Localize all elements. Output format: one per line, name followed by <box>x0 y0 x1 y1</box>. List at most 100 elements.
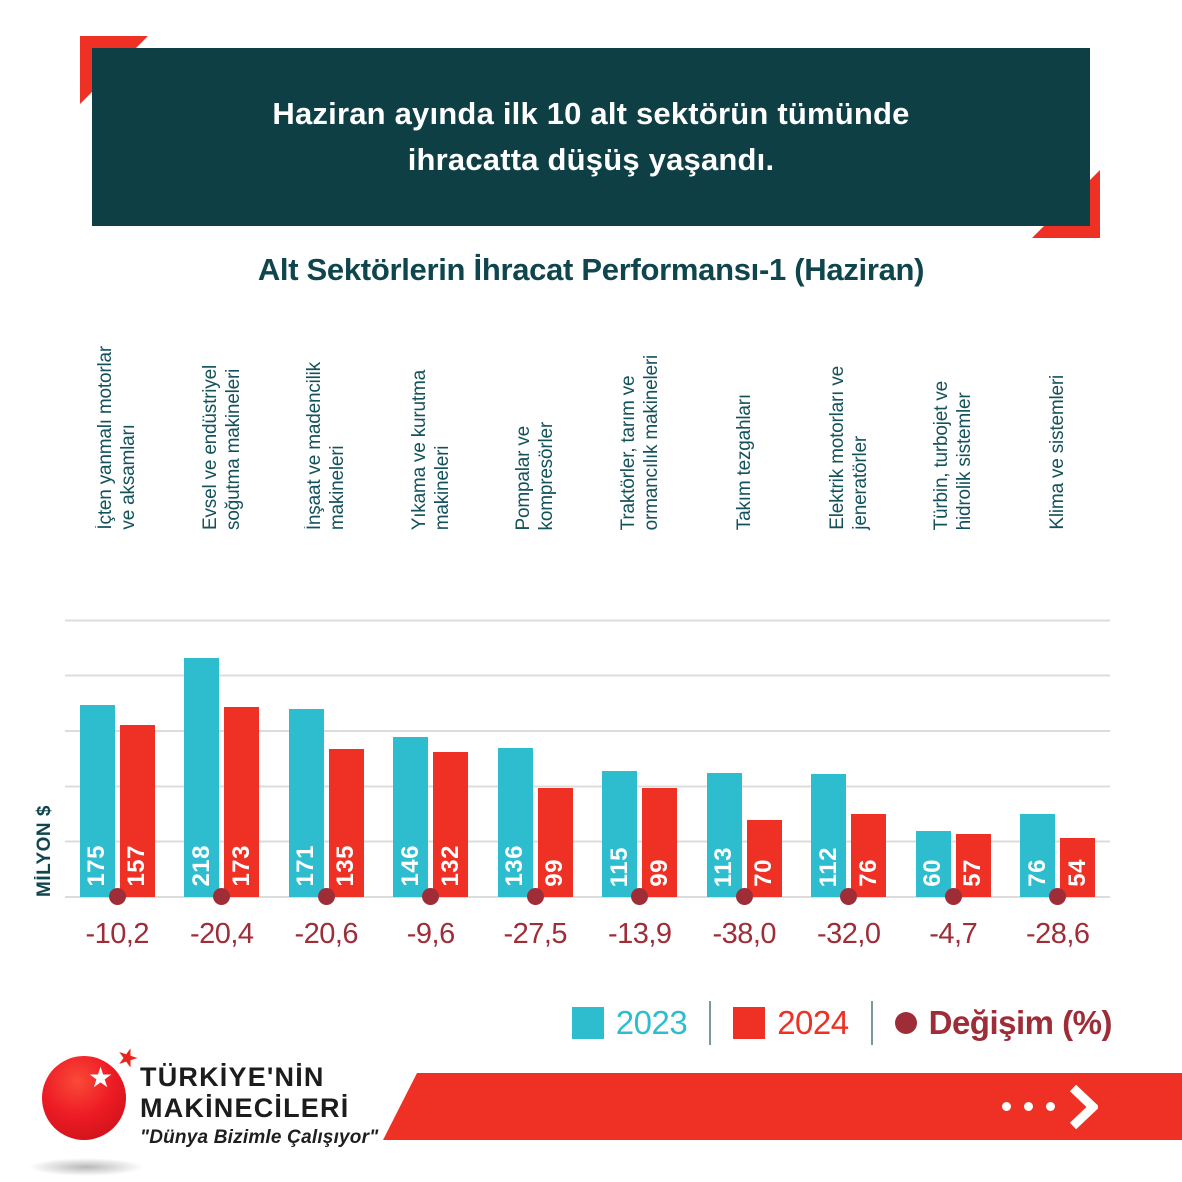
brand-tagline: "Dünya Bizimle Çalışıyor" <box>140 1127 379 1148</box>
change-label: -10,2 <box>85 918 150 950</box>
bar-value-wrap: 57 <box>956 859 991 887</box>
change-label: -38,0 <box>712 918 777 950</box>
change-label: -4,7 <box>929 918 978 950</box>
bar-value: 76 <box>1023 859 1051 887</box>
change-label: -13,9 <box>607 918 672 950</box>
change-label: -28,6 <box>1025 918 1090 950</box>
change-label: -32,0 <box>816 918 881 950</box>
arrow-dot-icon <box>1002 1102 1011 1111</box>
bar-value-wrap: 218 <box>184 845 219 887</box>
category-label: Yıkama ve kurutma makineleri <box>408 369 453 530</box>
chart-group: Takım tezgahları 113 70 -38,0 <box>692 330 797 955</box>
bar-value-wrap: 115 <box>602 847 637 887</box>
bar-value-wrap: 99 <box>538 859 573 887</box>
change-dot-icon <box>422 888 440 905</box>
headline-banner: Haziran ayında ilk 10 alt sektörün tümün… <box>92 48 1090 226</box>
red-star-icon: ★ <box>112 1041 143 1075</box>
change-dot-icon <box>108 888 126 905</box>
arrow-dot-icon <box>1046 1102 1055 1111</box>
bar-2024: 70 <box>746 820 782 897</box>
brand-name-line1: TÜRKİYE'NİN <box>140 1062 325 1092</box>
bar-2023: 218 <box>184 658 220 897</box>
chart-group: Yıkama ve kurutma makineleri 146 132 -9,6 <box>379 330 484 955</box>
chart-group: İnşaat ve madencilik makineleri 171 135 -20… <box>274 330 379 955</box>
bar-2023: 60 <box>915 831 951 897</box>
bar-pair: 76 54 <box>1006 814 1111 897</box>
chart-group: Traktörler, tarım ve ormancılık makinele… <box>588 330 693 955</box>
category-label: Evsel ve endüstriyel soğutma makineleri <box>199 365 244 530</box>
chart-group: Türbin, turbojet ve hidrolik sistemler 60… <box>901 330 1006 955</box>
bar-value-wrap: 171 <box>289 845 324 887</box>
change-dot-icon <box>840 888 858 905</box>
bar-value: 175 <box>83 845 111 887</box>
category-label-wrap: Takım tezgahları <box>692 394 797 530</box>
legend-divider <box>709 1001 712 1045</box>
bar-2023: 112 <box>811 774 847 897</box>
bar-value: 70 <box>750 859 778 887</box>
category-label-wrap: Klima ve sistemleri <box>1006 375 1111 530</box>
bar-value: 115 <box>605 846 633 887</box>
bar-2023: 76 <box>1020 814 1056 897</box>
bar-value-wrap: 136 <box>498 845 533 887</box>
category-label: Türbin, turbojet ve hidrolik sistemler <box>931 380 976 530</box>
category-label: İçten yanmalı motorlar ve aksamları <box>95 346 140 530</box>
category-label-wrap: Evsel ve endüstriyel soğutma makineleri <box>170 365 275 530</box>
change-label: -20,4 <box>189 918 254 950</box>
category-label: Pompalar ve kompresörler <box>513 421 558 530</box>
legend-item: Değişim (%) <box>894 1004 1113 1042</box>
bar-pair: 60 57 <box>901 831 1006 897</box>
change-dot-icon <box>317 888 335 905</box>
bar-value: 135 <box>332 845 360 887</box>
change-dot-icon <box>213 888 231 905</box>
bar-pair: 175 157 <box>65 705 170 897</box>
bar-value-wrap: 99 <box>642 859 677 887</box>
category-label: Elektrik motorları ve jeneratörler <box>826 366 871 530</box>
bar-value: 99 <box>541 859 569 887</box>
next-arrow-button[interactable] <box>1002 1084 1098 1130</box>
legend-divider <box>870 1001 873 1045</box>
bar-2024: 76 <box>851 814 887 897</box>
chart-group: Klima ve sistemleri 76 54 -28,6 <box>1006 330 1111 955</box>
bar-chart: İçten yanmalı motorlar ve aksamları 175 15… <box>65 330 1110 955</box>
chart-group: İçten yanmalı motorlar ve aksamları 175 15… <box>65 330 170 955</box>
chart-title: Alt Sektörlerin İhracat Performansı-1 (H… <box>257 252 925 287</box>
headline-text: Haziran ayında ilk 10 alt sektörün tümün… <box>272 96 910 177</box>
legend-label: 2023 <box>615 1004 688 1041</box>
change-dot-icon <box>944 888 962 905</box>
bar-value: 54 <box>1063 859 1091 887</box>
category-label-wrap: Yıkama ve kurutma makineleri <box>379 370 484 530</box>
arrow-dot-icon <box>1024 1102 1033 1111</box>
change-label: -20,6 <box>294 918 359 950</box>
bar-value-wrap: 112 <box>811 847 846 887</box>
legend-square-icon <box>733 1007 766 1039</box>
bar-value: 136 <box>501 845 529 887</box>
bar-value: 132 <box>436 845 464 887</box>
bar-value: 157 <box>123 845 151 887</box>
bar-pair: 171 135 <box>274 709 379 897</box>
brand-logo-sphere: ★ <box>42 1056 126 1140</box>
category-label-wrap: Pompalar ve kompresörler <box>483 422 588 530</box>
bar-2024: 54 <box>1060 838 1096 897</box>
legend-item: 2024 <box>733 1004 849 1042</box>
bar-2024: 135 <box>328 749 364 897</box>
bar-value-wrap: 76 <box>1020 859 1055 887</box>
bar-value-wrap: 173 <box>224 845 259 887</box>
bar-value: 99 <box>645 859 673 887</box>
bar-2024: 132 <box>433 752 469 897</box>
bar-value: 57 <box>959 859 987 887</box>
brand-text-block: TÜRKİYE'NİN MAKİNECİLERİ "Dünya Bizimle … <box>140 1062 378 1149</box>
category-label: Takım tezgahları <box>733 393 755 530</box>
bar-2024: 157 <box>119 725 155 897</box>
bar-value-wrap: 175 <box>80 845 115 887</box>
bar-pair: 146 132 <box>379 737 484 897</box>
category-label-wrap: İnşaat ve madencilik makineleri <box>274 362 379 530</box>
legend-item: 2023 <box>571 1004 688 1042</box>
logo-shadow <box>28 1158 144 1176</box>
bar-value-wrap: 76 <box>851 859 886 887</box>
category-label-wrap: Elektrik motorları ve jeneratörler <box>797 366 902 530</box>
category-label-wrap: Türbin, turbojet ve hidrolik sistemler <box>901 381 1006 530</box>
bar-pair: 136 99 <box>483 748 588 897</box>
bar-2023: 113 <box>706 773 742 897</box>
change-label: -9,6 <box>406 918 455 950</box>
